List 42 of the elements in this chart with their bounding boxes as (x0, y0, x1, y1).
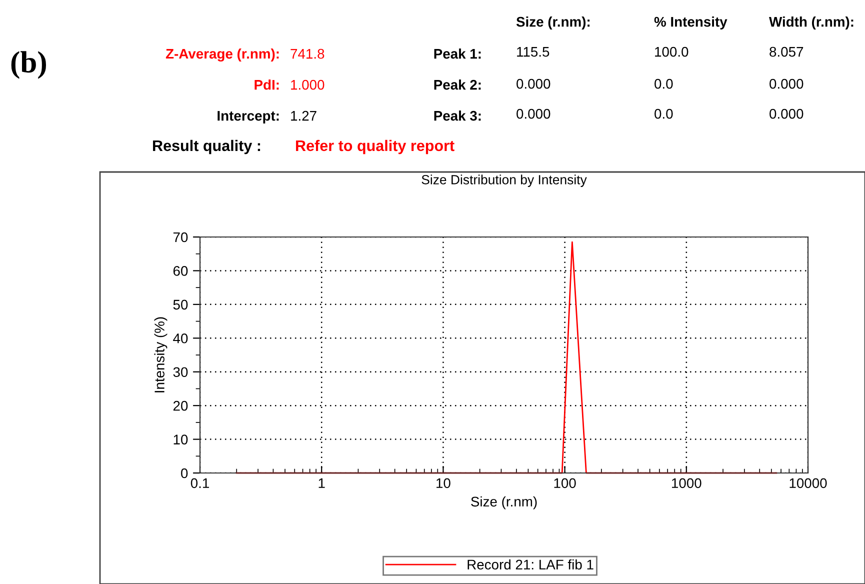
x-tick-label: 100 (554, 478, 576, 488)
y-tick-label: 50 (173, 300, 188, 310)
chart-title: Size Distribution by Intensity (422, 174, 587, 187)
y-tick-label: 10 (174, 434, 188, 444)
text: 741.8 (290, 48, 324, 59)
x-tick-label: 10 (436, 478, 450, 488)
text: Z-Average (r.nm): (166, 48, 279, 62)
text: (b) (11, 51, 46, 79)
y-tick-label: 40 (173, 333, 188, 344)
text: 0.000 (516, 108, 550, 119)
y-axis-title: Intensity (%) (154, 317, 168, 392)
text: Peak 1: (434, 48, 481, 59)
text: Result quality : (153, 140, 260, 154)
text: 0.0 (654, 78, 673, 89)
text: 1.000 (291, 80, 324, 90)
text: 100.0 (655, 46, 688, 57)
text: % Intensity (654, 16, 728, 30)
text: 0.000 (770, 108, 804, 119)
y-tick-label: 30 (173, 367, 188, 378)
x-tick-label: 10000 (790, 478, 827, 488)
legend-label: Record 21: LAF fib 1 (468, 559, 594, 570)
text: Size (r.nm): (516, 16, 590, 30)
x-tick-label: 0.1 (190, 478, 209, 488)
x-axis-title: Size (r.nm) (471, 496, 537, 510)
text: 115.5 (517, 47, 550, 57)
text: Refer to quality report (296, 140, 454, 154)
text: 8.057 (770, 46, 804, 57)
text: Intercept: (218, 111, 279, 124)
text: Width (r.nm): (769, 16, 854, 30)
y-tick-label: 70 (173, 232, 188, 242)
y-tick-label: 0 (181, 468, 188, 478)
text: 0.000 (516, 78, 550, 89)
text: 1.27 (291, 110, 316, 121)
x-tick-label: 1 (318, 478, 325, 488)
text: PdI: (254, 80, 279, 90)
text: 0.0 (654, 108, 673, 119)
text: Peak 2: (434, 80, 481, 90)
text: 0.000 (770, 78, 804, 89)
y-tick-label: 60 (173, 266, 188, 276)
x-tick-label: 1000 (672, 478, 702, 488)
y-tick-label: 20 (173, 400, 188, 411)
text: Peak 3: (434, 110, 481, 121)
